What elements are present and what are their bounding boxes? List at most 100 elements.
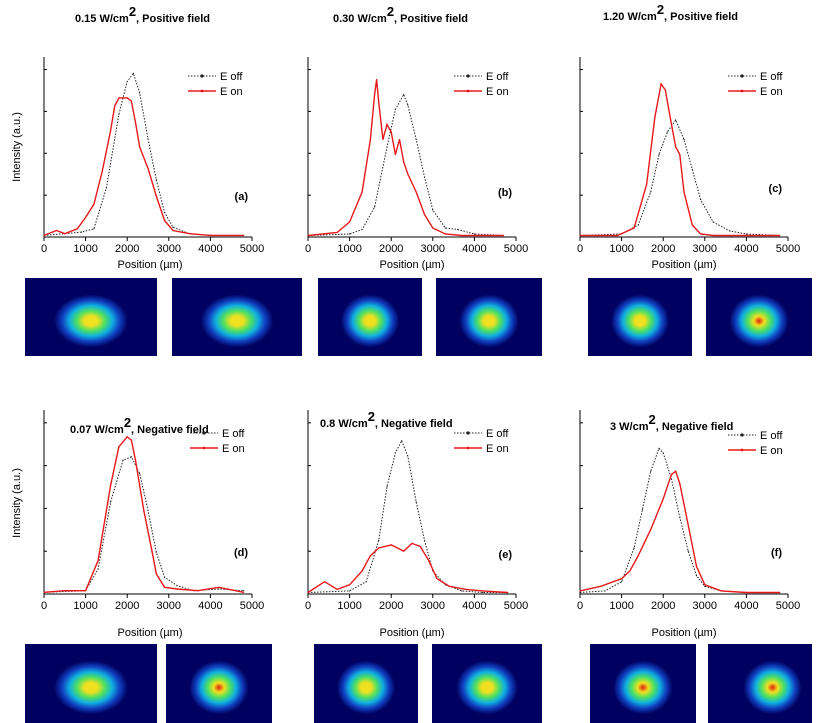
e-on-point [243,591,245,593]
e-on-point [378,547,380,549]
panel-label: (c) [769,183,783,195]
e-off-point [650,470,652,472]
e-off-point [378,539,380,541]
e-off-point [97,568,99,570]
e-off-point [415,501,417,503]
e-off-point [444,227,446,229]
beam-image-on [708,644,812,723]
x-tick-label: 1000 [337,600,361,612]
e-on-point [114,105,116,107]
legend-e-on-label: E on [760,86,783,98]
e-on-point [448,585,451,587]
series-e-off-line [579,447,780,593]
e-on-point [664,89,666,91]
e-off-point [394,108,396,111]
e-off-point [675,119,677,121]
chart-title: 0.07 W/cm2, Negative field [70,415,209,436]
e-on-point [85,590,87,592]
e-off-point [139,472,141,475]
x-tick-label: 2000 [115,600,139,612]
e-on-point [369,138,371,141]
x-tick-label: 3000 [421,243,445,255]
legend-e-on-marker [740,448,744,452]
x-tick-label: 2000 [379,600,403,612]
panel-label: (d) [234,547,248,559]
e-on-point [336,588,338,591]
e-on-point [579,234,581,237]
e-on-point [394,153,396,156]
e-on-point [779,591,781,594]
x-axis-label: Position (µm) [379,259,444,271]
x-tick-label: 5000 [776,243,800,255]
e-off-point [729,230,731,232]
e-on-point [369,555,371,557]
series-e-on-line [307,542,508,594]
legend-e-off-label: E off [760,71,783,83]
x-tick-label: 2000 [651,243,675,255]
e-on-point [419,545,421,548]
e-off-point [139,92,141,94]
e-on-point [382,138,384,141]
e-on-point [85,216,87,218]
x-tick-label: 1000 [609,243,633,255]
e-off-point [80,231,83,233]
e-off-point [365,581,367,583]
legend-e-off-marker [200,74,204,78]
e-off-point [155,551,157,553]
e-on-point [93,203,95,205]
x-axis-label: Position (µm) [651,259,716,271]
e-off-point [662,452,664,454]
panel-label: (e) [499,549,513,561]
e-on-point [436,578,438,580]
e-on-point [336,231,338,234]
e-off-point [700,198,702,201]
e-on-point [361,570,363,572]
beam-image-on [432,644,542,723]
e-on-point [637,555,639,557]
e-off-point [349,590,351,592]
e-on-point [691,224,693,226]
e-off-point [691,168,693,171]
e-on-point [64,233,66,235]
e-on-point [209,234,211,236]
e-off-point [386,146,388,148]
beam-image-off [314,644,418,723]
series-e-on-line [580,82,780,237]
e-on-point [143,509,145,511]
legend-e-on-label: E on [486,86,509,98]
e-on-point [482,590,484,592]
e-on-point [633,227,635,229]
e-off-point [403,93,405,96]
legend-e-off-label: E off [220,71,243,83]
e-on-point [444,233,446,235]
e-off-point [641,509,644,511]
e-off-point [415,138,417,141]
x-tick-label: 1000 [337,243,361,255]
x-tick-label: 1000 [73,243,97,255]
x-axis-label: Position (µm) [379,627,444,639]
e-on-point [683,191,685,193]
e-on-point [654,116,656,118]
e-on-point [390,544,392,546]
e-off-point [658,153,660,156]
x-tick-label: 3000 [421,600,445,612]
x-tick-label: 4000 [734,600,758,612]
x-tick-label: 1000 [609,600,633,612]
e-off-point [130,456,132,458]
e-off-point [132,72,135,74]
series-e-off-line [307,439,508,593]
x-tick-label: 5000 [240,600,264,612]
legend-e-on-label: E on [220,86,243,98]
e-on-point [155,195,157,197]
e-off-point [457,228,459,231]
e-off-point [604,590,606,592]
e-on-point [55,229,58,232]
e-off-point [423,176,426,178]
e-on-point [415,191,417,193]
e-off-point [93,228,95,230]
x-tick-label: 5000 [240,243,264,255]
e-on-point [218,586,220,588]
e-on-point [423,213,426,216]
e-on-point [324,581,326,583]
e-off-point [118,113,120,115]
